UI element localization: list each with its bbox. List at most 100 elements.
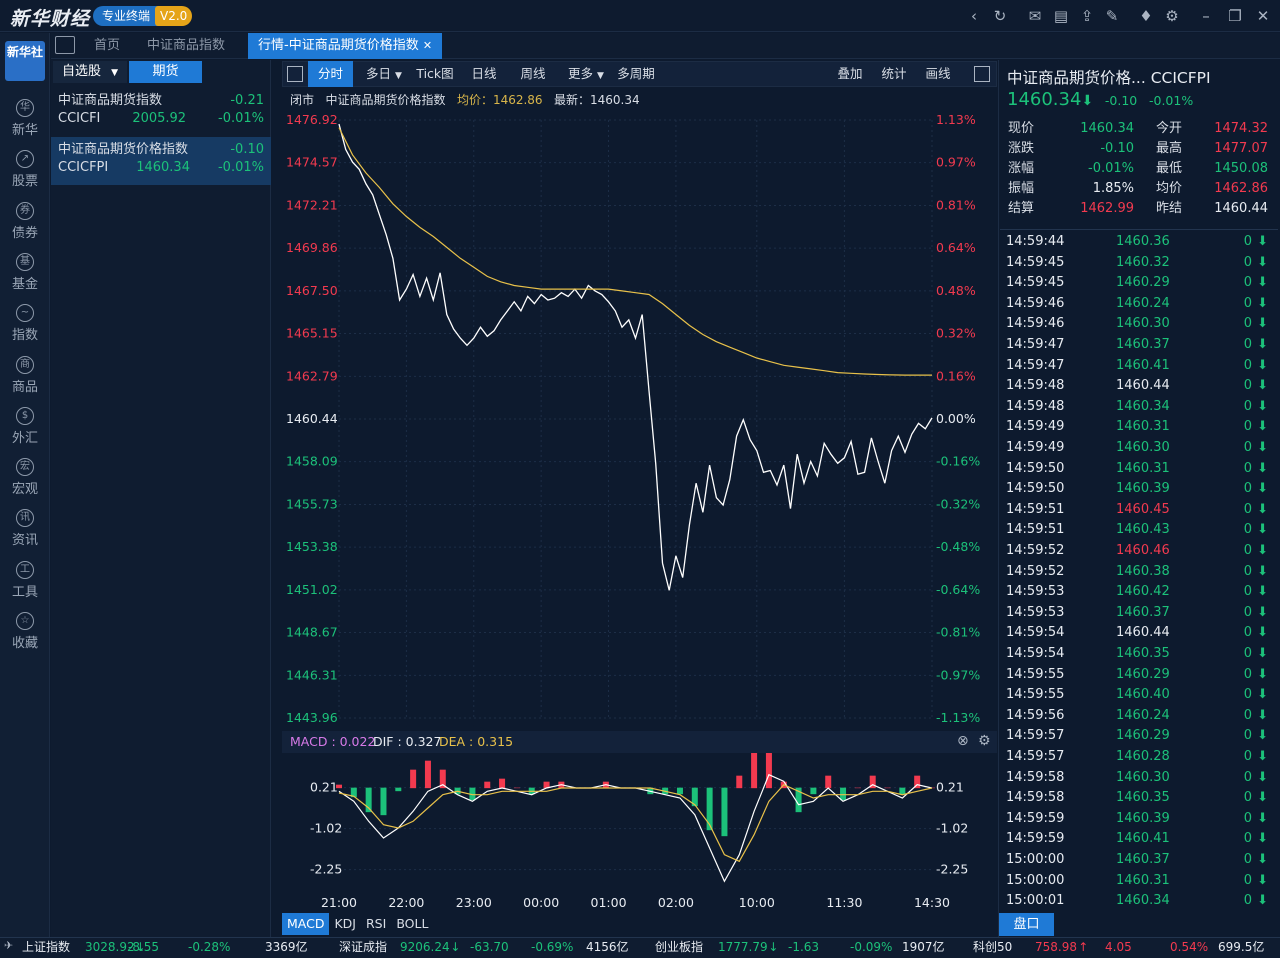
tick-row: 14:59:49 1460.30 0 ⬇ [1006,438,1272,459]
down-arrow-icon: ↓ [135,940,146,954]
nav-bond[interactable]: 券债券 [0,196,50,246]
message-icon[interactable]: ▤ [1053,7,1069,25]
indicator-settings-icon[interactable]: ⚙ [978,733,991,749]
tab-daily[interactable]: 日线 [471,66,497,81]
down-arrow-icon: ⬇ [1257,728,1268,744]
tick-row: 14:59:46 1460.24 0 ⬇ [1006,294,1272,315]
nav-stock[interactable]: ↗ 股票 [0,144,50,194]
favorite-icon: ☆ [16,612,34,630]
down-arrow-icon: ⬇ [1257,687,1268,703]
nav-forex[interactable]: $ 外汇 [0,401,50,451]
overlay-button[interactable]: 叠加 [837,66,863,81]
y-tick-label: 1465.15 [286,326,338,341]
down-arrow-icon: ⬇ [1257,337,1268,352]
tick-price: 1460.37 [1116,604,1170,620]
pct-tick-label: 0.00% [936,411,976,426]
down-arrow-icon: ⬇ [1257,707,1268,723]
gear-icon[interactable]: ⚙ [1165,7,1179,25]
panel-toggle-icon[interactable] [287,66,303,82]
nav-index[interactable]: ~ 指数 [0,298,50,348]
status-name[interactable]: 创业板指 [655,940,704,954]
tick-price: 1460.34 [1116,893,1170,909]
skin-icon[interactable]: ♦ [1139,7,1153,25]
tick-time: 14:59:52 [1006,543,1065,558]
tab-home[interactable]: 首页 [94,38,121,53]
status-name[interactable]: 上证指数 [22,940,71,954]
tick-time: 14:59:48 [1006,398,1065,414]
nav-macro[interactable]: 宏宏观 [0,452,50,502]
tab-boll[interactable]: BOLL [396,916,429,931]
nav-fund[interactable]: 基基金 [0,247,50,297]
mail-icon[interactable]: ✉ [1028,7,1042,25]
close-icon[interactable]: ✕ [1256,7,1270,25]
down-arrow-icon: ⬇ [1257,893,1268,909]
quote-field-label: 均价 [1156,181,1183,196]
panel-toggle-right-icon[interactable] [974,66,990,82]
nav-commodity[interactable]: 商商品 [0,350,50,400]
nav-label: 指数 [11,328,38,344]
tick-time: 14:59:46 [1006,316,1065,332]
pin-icon[interactable]: ✈ [4,939,14,952]
status-pct: -0.28% [188,940,231,954]
tick-price: 1460.44 [1116,625,1170,641]
macd-hist-bar [350,787,357,798]
quote-field-label: 振幅 [1008,181,1035,196]
sidebar-toggle-icon[interactable] [55,36,75,54]
edit-icon[interactable]: ✎ [1105,7,1119,25]
tab-rsi[interactable]: RSI [366,916,387,931]
tab-watchlist-stocks[interactable]: 自选股 ▼ [53,61,127,83]
status-name[interactable]: 科创50 [973,940,1013,954]
tick-row: 14:59:53 1460.37 0 ⬇ [1006,603,1272,624]
tick-price: 1460.31 [1116,460,1170,476]
quote-field-value: 1460.44 [1214,201,1268,216]
watchlist-pct: -0.01% [217,160,264,175]
refresh-icon[interactable]: ↻ [993,7,1007,25]
nav-news[interactable]: 讯资讯 [0,503,50,553]
app-logo: 新华财经 [10,8,91,30]
nav-tool[interactable]: 工工具 [0,555,50,605]
down-arrow-icon: ⬇ [1257,419,1268,435]
tab-more[interactable]: 更多 ▼ [568,66,604,81]
status-name[interactable]: 深证成指 [339,940,388,954]
tab-kdj[interactable]: KDJ [334,916,356,931]
tab-watchlist-futures[interactable]: 期货 [129,61,202,83]
tick-volume: 0 [1243,440,1252,455]
draw-button[interactable]: 画线 [925,66,951,81]
nav-xinhua[interactable]: 华新华 [0,93,50,143]
watchlist-row-selected[interactable]: 中证商品期货价格指数 -0.10 CCICFPI 1460.34 -0.01% [51,137,271,185]
tab-quote-active[interactable]: 行情-中证商品期货价格指数 ✕ [248,33,443,59]
watchlist-row[interactable]: 中证商品期货指数 -0.21 CCICFI 2005.92 -0.01% [51,88,271,136]
close-indicator-icon[interactable]: ⊗ [957,733,969,749]
back-icon[interactable]: ‹ [971,7,977,25]
quote-field-value: 1.85% [1092,181,1134,196]
tab-index[interactable]: 中证商品指数 [147,38,226,53]
tab-tick[interactable]: Tick图 [416,66,454,81]
tick-time: 14:59:56 [1006,707,1065,723]
status-amt: 4156亿 [586,940,629,954]
tab-intraday[interactable]: 分时 [308,61,353,87]
tab-close-icon[interactable]: ✕ [422,39,433,52]
tick-price: 1460.35 [1116,790,1170,806]
tab-weekly[interactable]: 周线 [520,66,546,81]
macd-hist-bar [825,775,832,789]
brand-logo: 新华社 [5,41,45,81]
minimize-icon[interactable]: – [1202,7,1210,25]
tab-macd[interactable]: MACD [282,913,330,935]
tab-multi-period[interactable]: 多周期 [617,66,655,81]
status-chg: -8.55 [128,940,160,954]
stats-button[interactable]: 统计 [881,66,907,81]
tick-row: 14:59:49 1460.31 0 ⬇ [1006,417,1272,438]
tab-order-book[interactable]: 盘口 [999,913,1054,936]
market-status: 闭市 [290,93,315,107]
macd-value: MACD : 0.022 [290,734,376,749]
series-avg-line [338,127,932,376]
macd-dea-line [338,783,933,863]
nav-favorite[interactable]: ☆ 收藏 [0,606,50,656]
intraday-chart[interactable]: 1476.92 1.13% 1474.57 0.97% 1472.21 0.81% 1469… [282,110,997,915]
share-icon[interactable]: ⇪ [1080,7,1094,25]
quote-title: 中证商品期货价格... CCICFPI [1007,69,1211,87]
nav-label: 工具 [11,584,38,600]
tab-multiday[interactable]: 多日 ▼ [366,66,402,81]
quote-field-value: 1462.99 [1080,201,1134,216]
restore-icon[interactable]: ❐ [1228,7,1242,25]
